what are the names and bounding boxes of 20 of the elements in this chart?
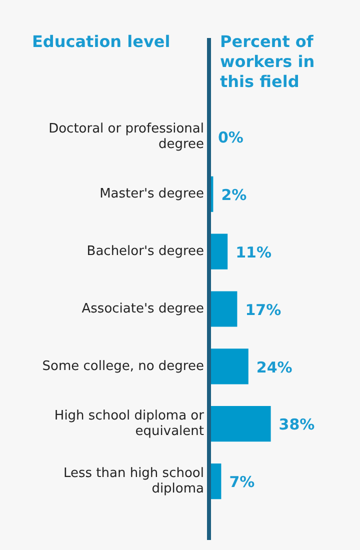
y-tick-label: High school diploma or equivalent [54, 408, 205, 440]
bar [210, 348, 248, 384]
y-tick-label: Associate's degree [82, 301, 204, 316]
data-label: 17% [245, 300, 282, 319]
y-axis-title: Education level [32, 32, 170, 51]
data-label: 7% [229, 473, 255, 492]
y-tick-label: Doctoral or professional degree [48, 121, 204, 152]
data-label: 0% [218, 128, 244, 147]
data-label: 2% [221, 186, 247, 204]
data-label: 24% [256, 358, 292, 376]
y-tick-label: Less than high school diploma [63, 466, 204, 496]
y-tick-label: Bachelor's degree [86, 244, 204, 259]
bar [210, 234, 228, 270]
data-label: 11% [236, 243, 272, 262]
x-axis-title: Percent of workers in this field [220, 32, 315, 91]
y-tick-label: Master's degree [100, 186, 204, 202]
data-label: 38% [278, 416, 315, 434]
bar [210, 406, 271, 442]
bar [210, 291, 238, 327]
y-tick-label: Some college, no degree [42, 358, 204, 374]
